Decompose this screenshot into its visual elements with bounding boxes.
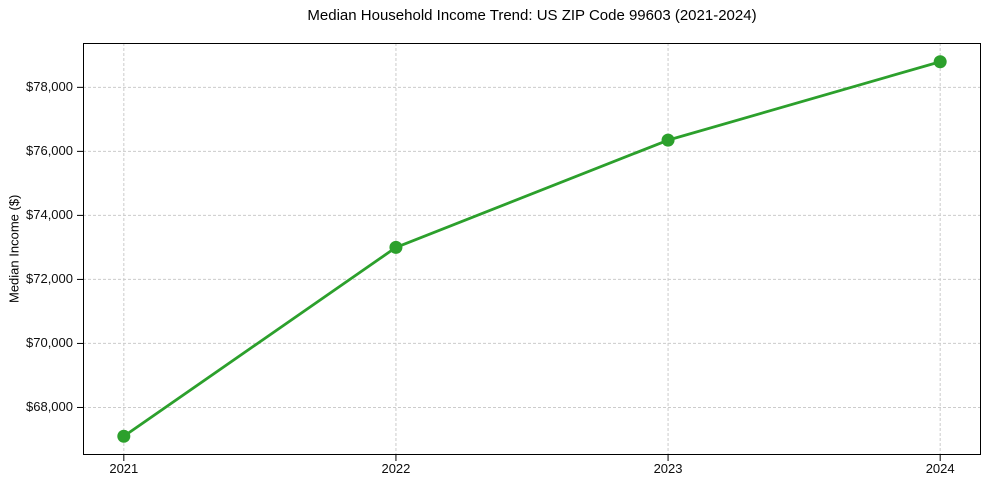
y-tick-label: $76,000	[26, 143, 73, 159]
y-tick-label: $72,000	[26, 271, 73, 287]
y-tick-label: $68,000	[26, 399, 73, 415]
y-axis-label: Median Income ($)	[6, 194, 22, 304]
x-tick-label: 2021	[109, 461, 139, 476]
x-tick-label: 2023	[653, 461, 683, 476]
y-tick-label: $70,000	[26, 335, 73, 351]
chart-title: Median Household Income Trend: US ZIP Co…	[307, 7, 757, 24]
data-point-2022	[389, 240, 403, 254]
data-point-2021	[117, 429, 131, 443]
y-tick-label: $78,000	[26, 79, 73, 95]
x-tick-label: 2024	[925, 461, 955, 476]
chart-canvas	[77, 43, 981, 461]
x-tick-label: 2022	[381, 461, 411, 476]
axes-frame	[83, 43, 981, 455]
data-point-2023	[661, 133, 675, 147]
data-point-2024	[933, 55, 947, 69]
plot-area	[77, 43, 981, 461]
income-trend-line	[122, 60, 942, 438]
y-tick-label: $74,000	[26, 207, 73, 223]
